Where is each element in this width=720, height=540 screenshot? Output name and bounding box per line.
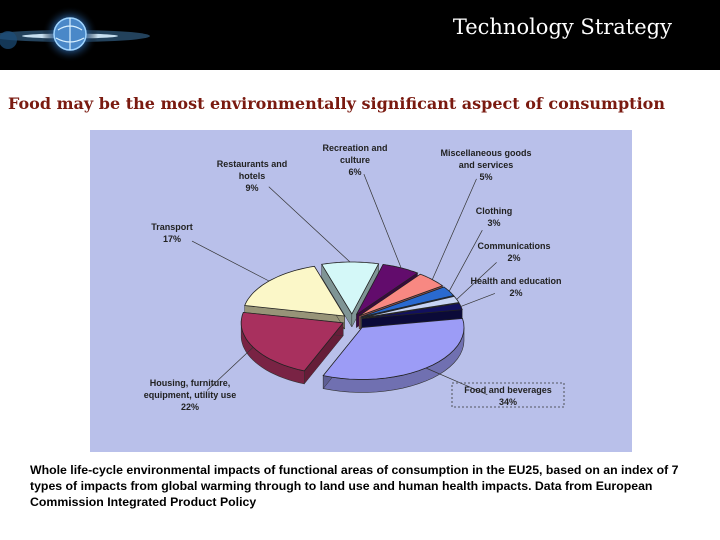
leader-line bbox=[431, 178, 477, 280]
leader-line bbox=[191, 240, 270, 282]
chart-caption: Whole life-cycle environmental impacts o… bbox=[30, 463, 679, 509]
slice-label: Recreation and culture 6% bbox=[322, 143, 387, 177]
pie-slice bbox=[322, 318, 465, 393]
slice-label: Housing, furniture, equipment, utility us… bbox=[144, 378, 237, 412]
pie-slice bbox=[240, 311, 344, 385]
leader-line bbox=[460, 293, 496, 307]
chart-panel: Food and beverages 34% Housing, furniture,… bbox=[90, 130, 632, 452]
leader-line bbox=[456, 262, 497, 300]
slice-label: Health and education 2% bbox=[470, 276, 561, 298]
pie-chart: Food and beverages 34% Housing, furniture,… bbox=[144, 143, 565, 412]
header-title: Technology Strategy bbox=[452, 15, 672, 39]
header-bar: Technology Strategy bbox=[0, 0, 720, 70]
leader-line bbox=[268, 186, 351, 263]
globe-logo-icon bbox=[0, 6, 150, 62]
leader-line bbox=[425, 367, 488, 396]
slice-label: Clothing 3% bbox=[476, 206, 513, 228]
slice-label: Food and beverages 34% bbox=[464, 385, 552, 407]
slice-label: Restaurants and hotels 9% bbox=[217, 159, 288, 193]
slide-title: Food may be the most environmentally sig… bbox=[8, 94, 665, 113]
leader-line bbox=[206, 346, 254, 391]
slice-label: Miscellaneous goods and services 5% bbox=[440, 148, 531, 182]
slice-label: Transport 17% bbox=[151, 222, 193, 244]
leader-line bbox=[448, 230, 483, 292]
slice-label: Communications 2% bbox=[477, 241, 550, 263]
highlight-box bbox=[451, 382, 565, 408]
leader-line bbox=[363, 173, 402, 269]
